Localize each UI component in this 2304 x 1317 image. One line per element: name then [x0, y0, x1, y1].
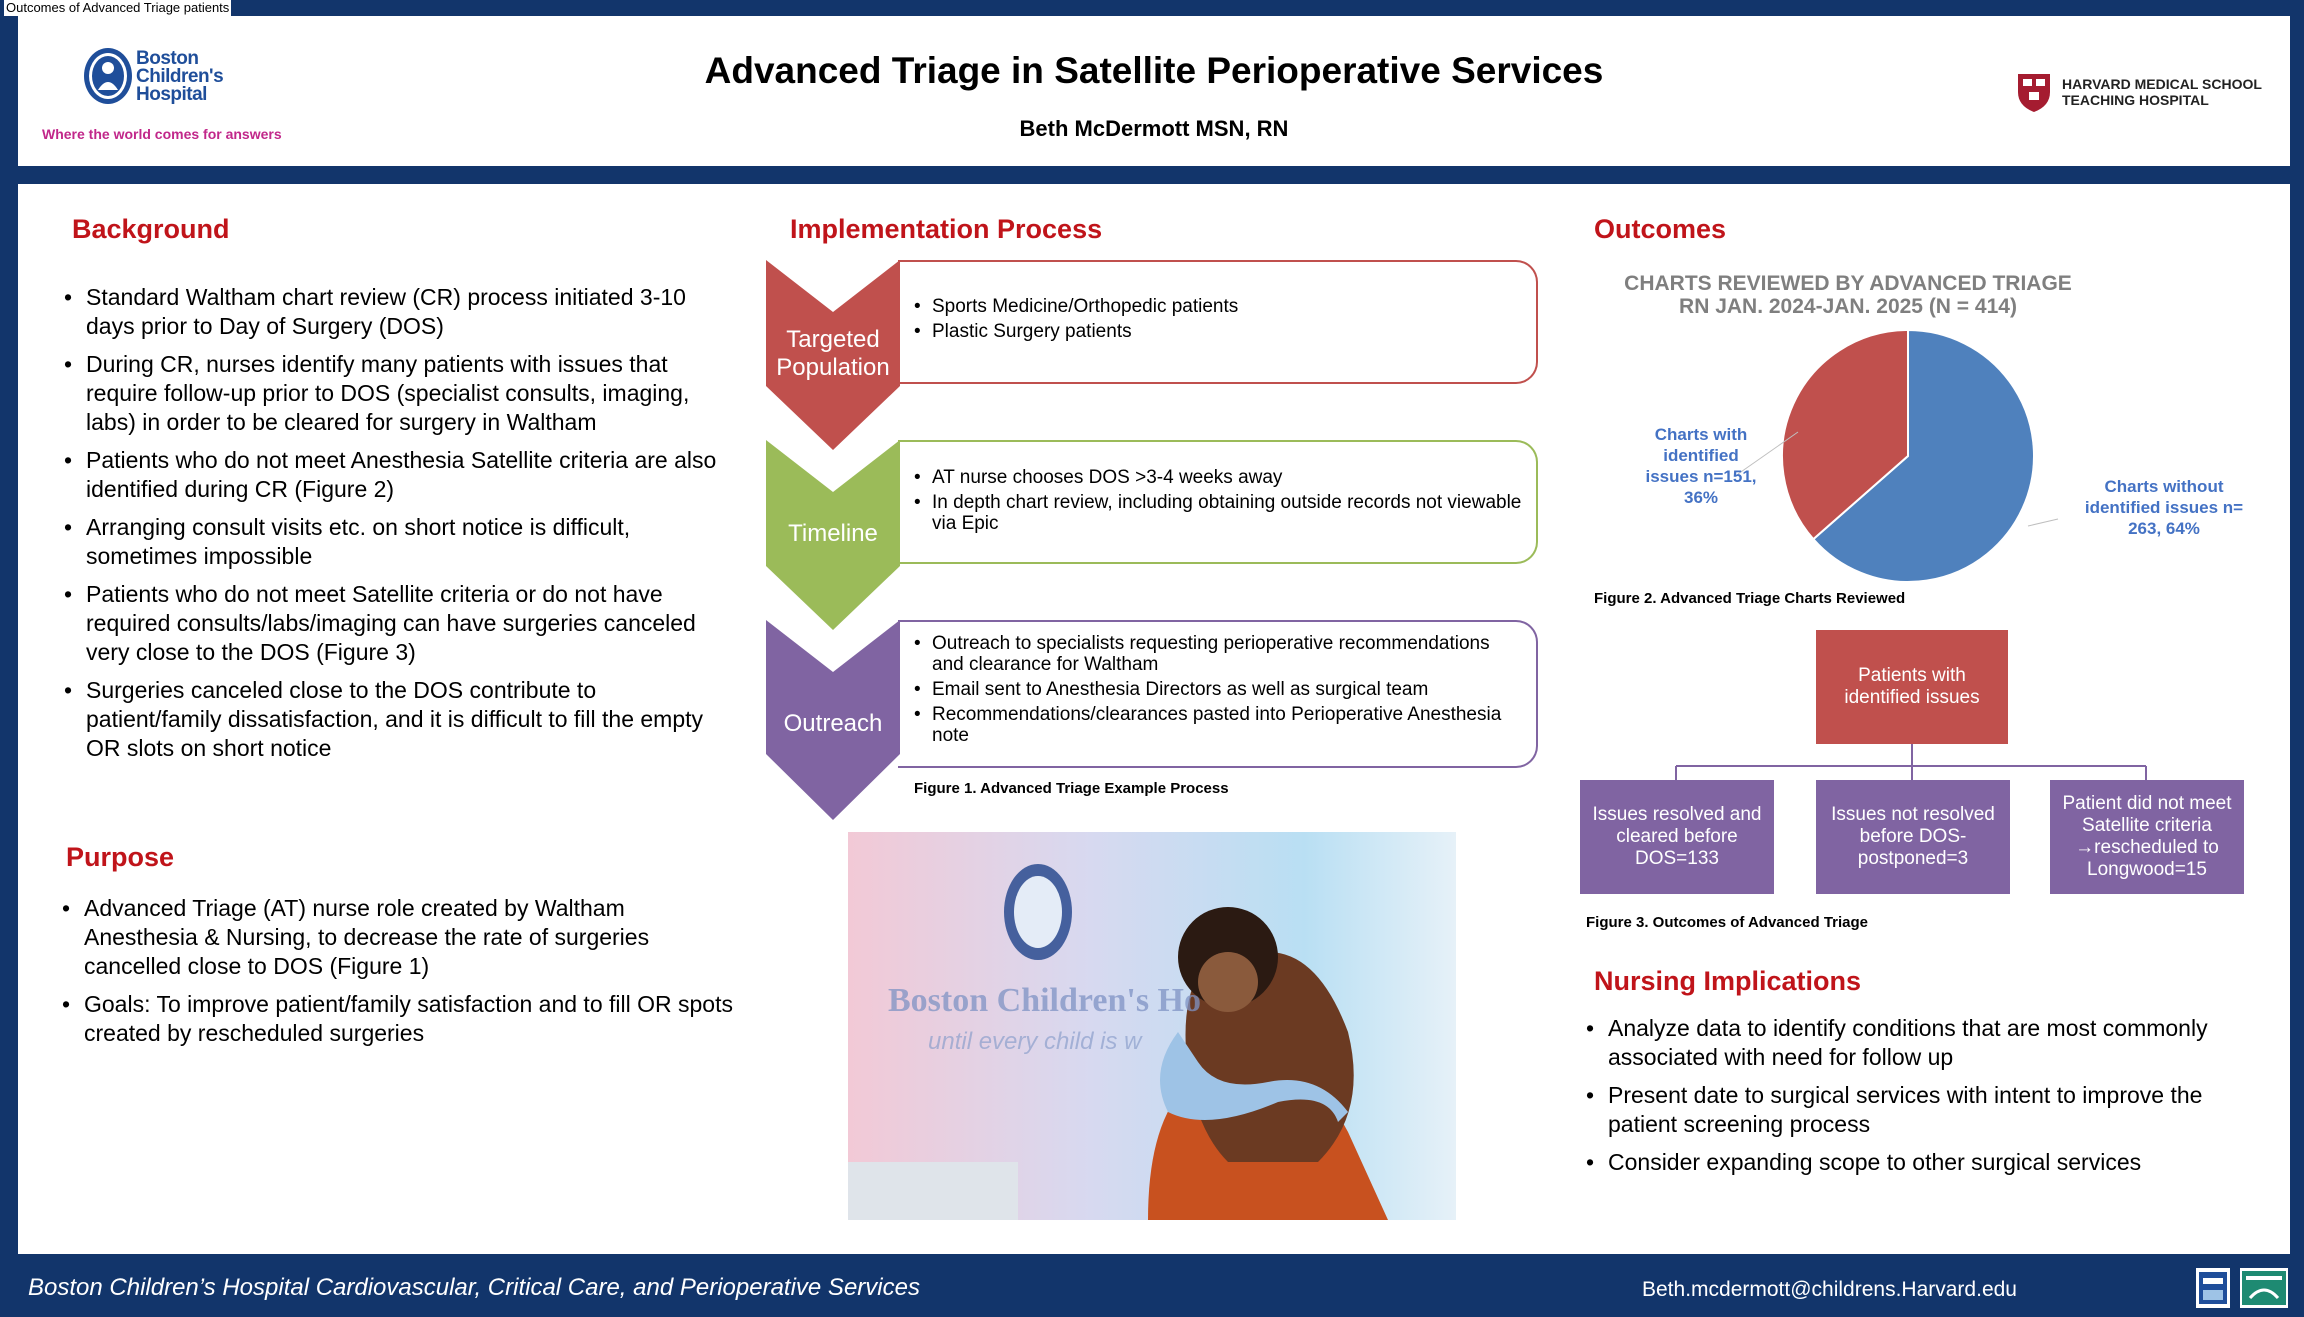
bch-name-line1: Boston: [136, 48, 199, 69]
bch-name-line3: Hospital: [136, 84, 207, 105]
purpose-heading: Purpose: [66, 842, 175, 872]
pie-title-line2: RN JAN. 2024-JAN. 2025 (N = 414): [1679, 295, 2017, 318]
step-item: Sports Medicine/Orthopedic patients: [914, 296, 1524, 317]
pie-title-line1: CHARTS REVIEWED BY ADVANCED TRIAGE: [1624, 272, 2072, 295]
flow-patients-with-issues: Patients with identified issues: [1816, 630, 2008, 744]
background-item: Patients who do not meet Anesthesia Sate…: [64, 446, 734, 504]
magnet-badge-icon: [2240, 1268, 2288, 1308]
nursing-item: Present date to surgical services with i…: [1586, 1081, 2266, 1139]
pie-label-without-issues: Charts without identified issues n= 263,…: [2084, 477, 2244, 538]
hms-teaching-hospital-text: HARVARD MEDICAL SCHOOL TEACHING HOSPITAL: [2062, 76, 2262, 108]
bch-name-line2: Children's: [136, 66, 224, 87]
step-item: AT nurse chooses DOS >3-4 weeks away: [914, 467, 1524, 488]
footer-department: Boston Children’s Hospital Cardiovascula…: [28, 1274, 920, 1301]
implementation-heading: Implementation Process: [790, 214, 1103, 244]
flow-did-not-meet-criteria: Patient did not meet Satellite criteria …: [2050, 780, 2244, 894]
bch-seal-icon: [84, 48, 132, 104]
bch-tagline: Where the world comes for answers: [42, 126, 282, 142]
step-label-outreach: Outreach: [783, 710, 883, 737]
chevron-outreach: [766, 620, 900, 820]
pie-label-with-issues: Charts with identified issues n=151, 36%: [1645, 425, 1757, 507]
background-item: Standard Waltham chart review (CR) proce…: [64, 283, 734, 341]
purpose-item: Goals: To improve patient/family satisfa…: [62, 990, 742, 1048]
figure2-caption: Figure 2. Advanced Triage Charts Reviewe…: [1594, 590, 1906, 607]
background-item: During CR, nurses identify many patients…: [64, 350, 734, 437]
step-item: Recommendations/clearances pasted into P…: [914, 704, 1524, 746]
step-list-targeted-population: Sports Medicine/Orthopedic patients Plas…: [914, 296, 1524, 346]
hms-line1: HARVARD MEDICAL SCHOOL: [2062, 76, 2262, 92]
flow-connector-lines: [1675, 744, 2147, 780]
photo-illustration: [848, 832, 1456, 1220]
background-item: Patients who do not meet Satellite crite…: [64, 580, 734, 667]
chevron-timeline: [766, 440, 900, 630]
chevron-targeted-population: [766, 260, 900, 450]
step-item: Outreach to specialists requesting perio…: [914, 633, 1524, 675]
figure1-caption: Figure 1. Advanced Triage Example Proces…: [914, 780, 1229, 797]
outcomes-heading: Outcomes: [1594, 214, 1727, 244]
purpose-list: Advanced Triage (AT) nurse role created …: [62, 894, 742, 1057]
nursing-item: Consider expanding scope to other surgic…: [1586, 1148, 2266, 1177]
step-list-outreach: Outreach to specialists requesting perio…: [914, 633, 1524, 750]
poster-header: Boston Children's Hospital Where the wor…: [18, 16, 2290, 166]
bch-logo: Boston Children's Hospital: [82, 46, 302, 156]
background-heading: Background: [72, 214, 230, 244]
step-label-timeline: Timeline: [788, 520, 878, 547]
figure3-caption: Figure 3. Outcomes of Advanced Triage: [1586, 914, 1869, 931]
harvard-shield-icon: [2018, 74, 2050, 112]
background-list: Standard Waltham chart review (CR) proce…: [64, 283, 734, 772]
nursing-implications-list: Analyze data to identify conditions that…: [1586, 1014, 2266, 1186]
award-badge-icon: [2196, 1268, 2230, 1308]
footer-email[interactable]: Beth.mcdermott@childrens.Harvard.edu: [1642, 1278, 2017, 1301]
photo-sign-tagline: until every child is w: [928, 1028, 1142, 1055]
step-item: In depth chart review, including obtaini…: [914, 492, 1524, 534]
pie-slice-with-issues: [1781, 328, 1909, 541]
hospital-photo: Boston Children's Ho until every child i…: [848, 832, 1456, 1220]
nursing-implications-heading: Nursing Implications: [1594, 966, 1862, 996]
purpose-item: Advanced Triage (AT) nurse role created …: [62, 894, 742, 981]
step-item: Email sent to Anesthesia Directors as we…: [914, 679, 1524, 700]
step-label-targeted-population: Targeted Population: [776, 326, 890, 381]
step-list-timeline: AT nurse chooses DOS >3-4 weeks away In …: [914, 467, 1524, 538]
pie-chart: [1781, 328, 2035, 583]
flow-issues-not-resolved: Issues not resolved before DOS-postponed…: [1816, 780, 2010, 894]
background-item: Surgeries canceled close to the DOS cont…: [64, 676, 734, 763]
poster-body: Background Standard Waltham chart review…: [18, 184, 2290, 1254]
poster-author: Beth McDermott MSN, RN: [1019, 116, 1289, 141]
step-item: Plastic Surgery patients: [914, 321, 1524, 342]
hms-line2: TEACHING HOSPITAL: [2062, 92, 2209, 108]
pie-leader-lines: [1737, 431, 2059, 527]
nursing-item: Analyze data to identify conditions that…: [1586, 1014, 2266, 1072]
flow-issues-resolved: Issues resolved and cleared before DOS=1…: [1580, 780, 1774, 894]
pie-slice-without-issues: [1811, 328, 2035, 583]
poster-title: Advanced Triage in Satellite Perioperati…: [704, 50, 1604, 91]
window-tab-title: Outcomes of Advanced Triage patients: [4, 0, 232, 16]
pie-chart-title: CHARTS REVIEWED BY ADVANCED TRIAGE RN JA…: [1558, 272, 2138, 318]
photo-sign-text: Boston Children's Ho: [888, 982, 1202, 1019]
background-item: Arranging consult visits etc. on short n…: [64, 513, 734, 571]
